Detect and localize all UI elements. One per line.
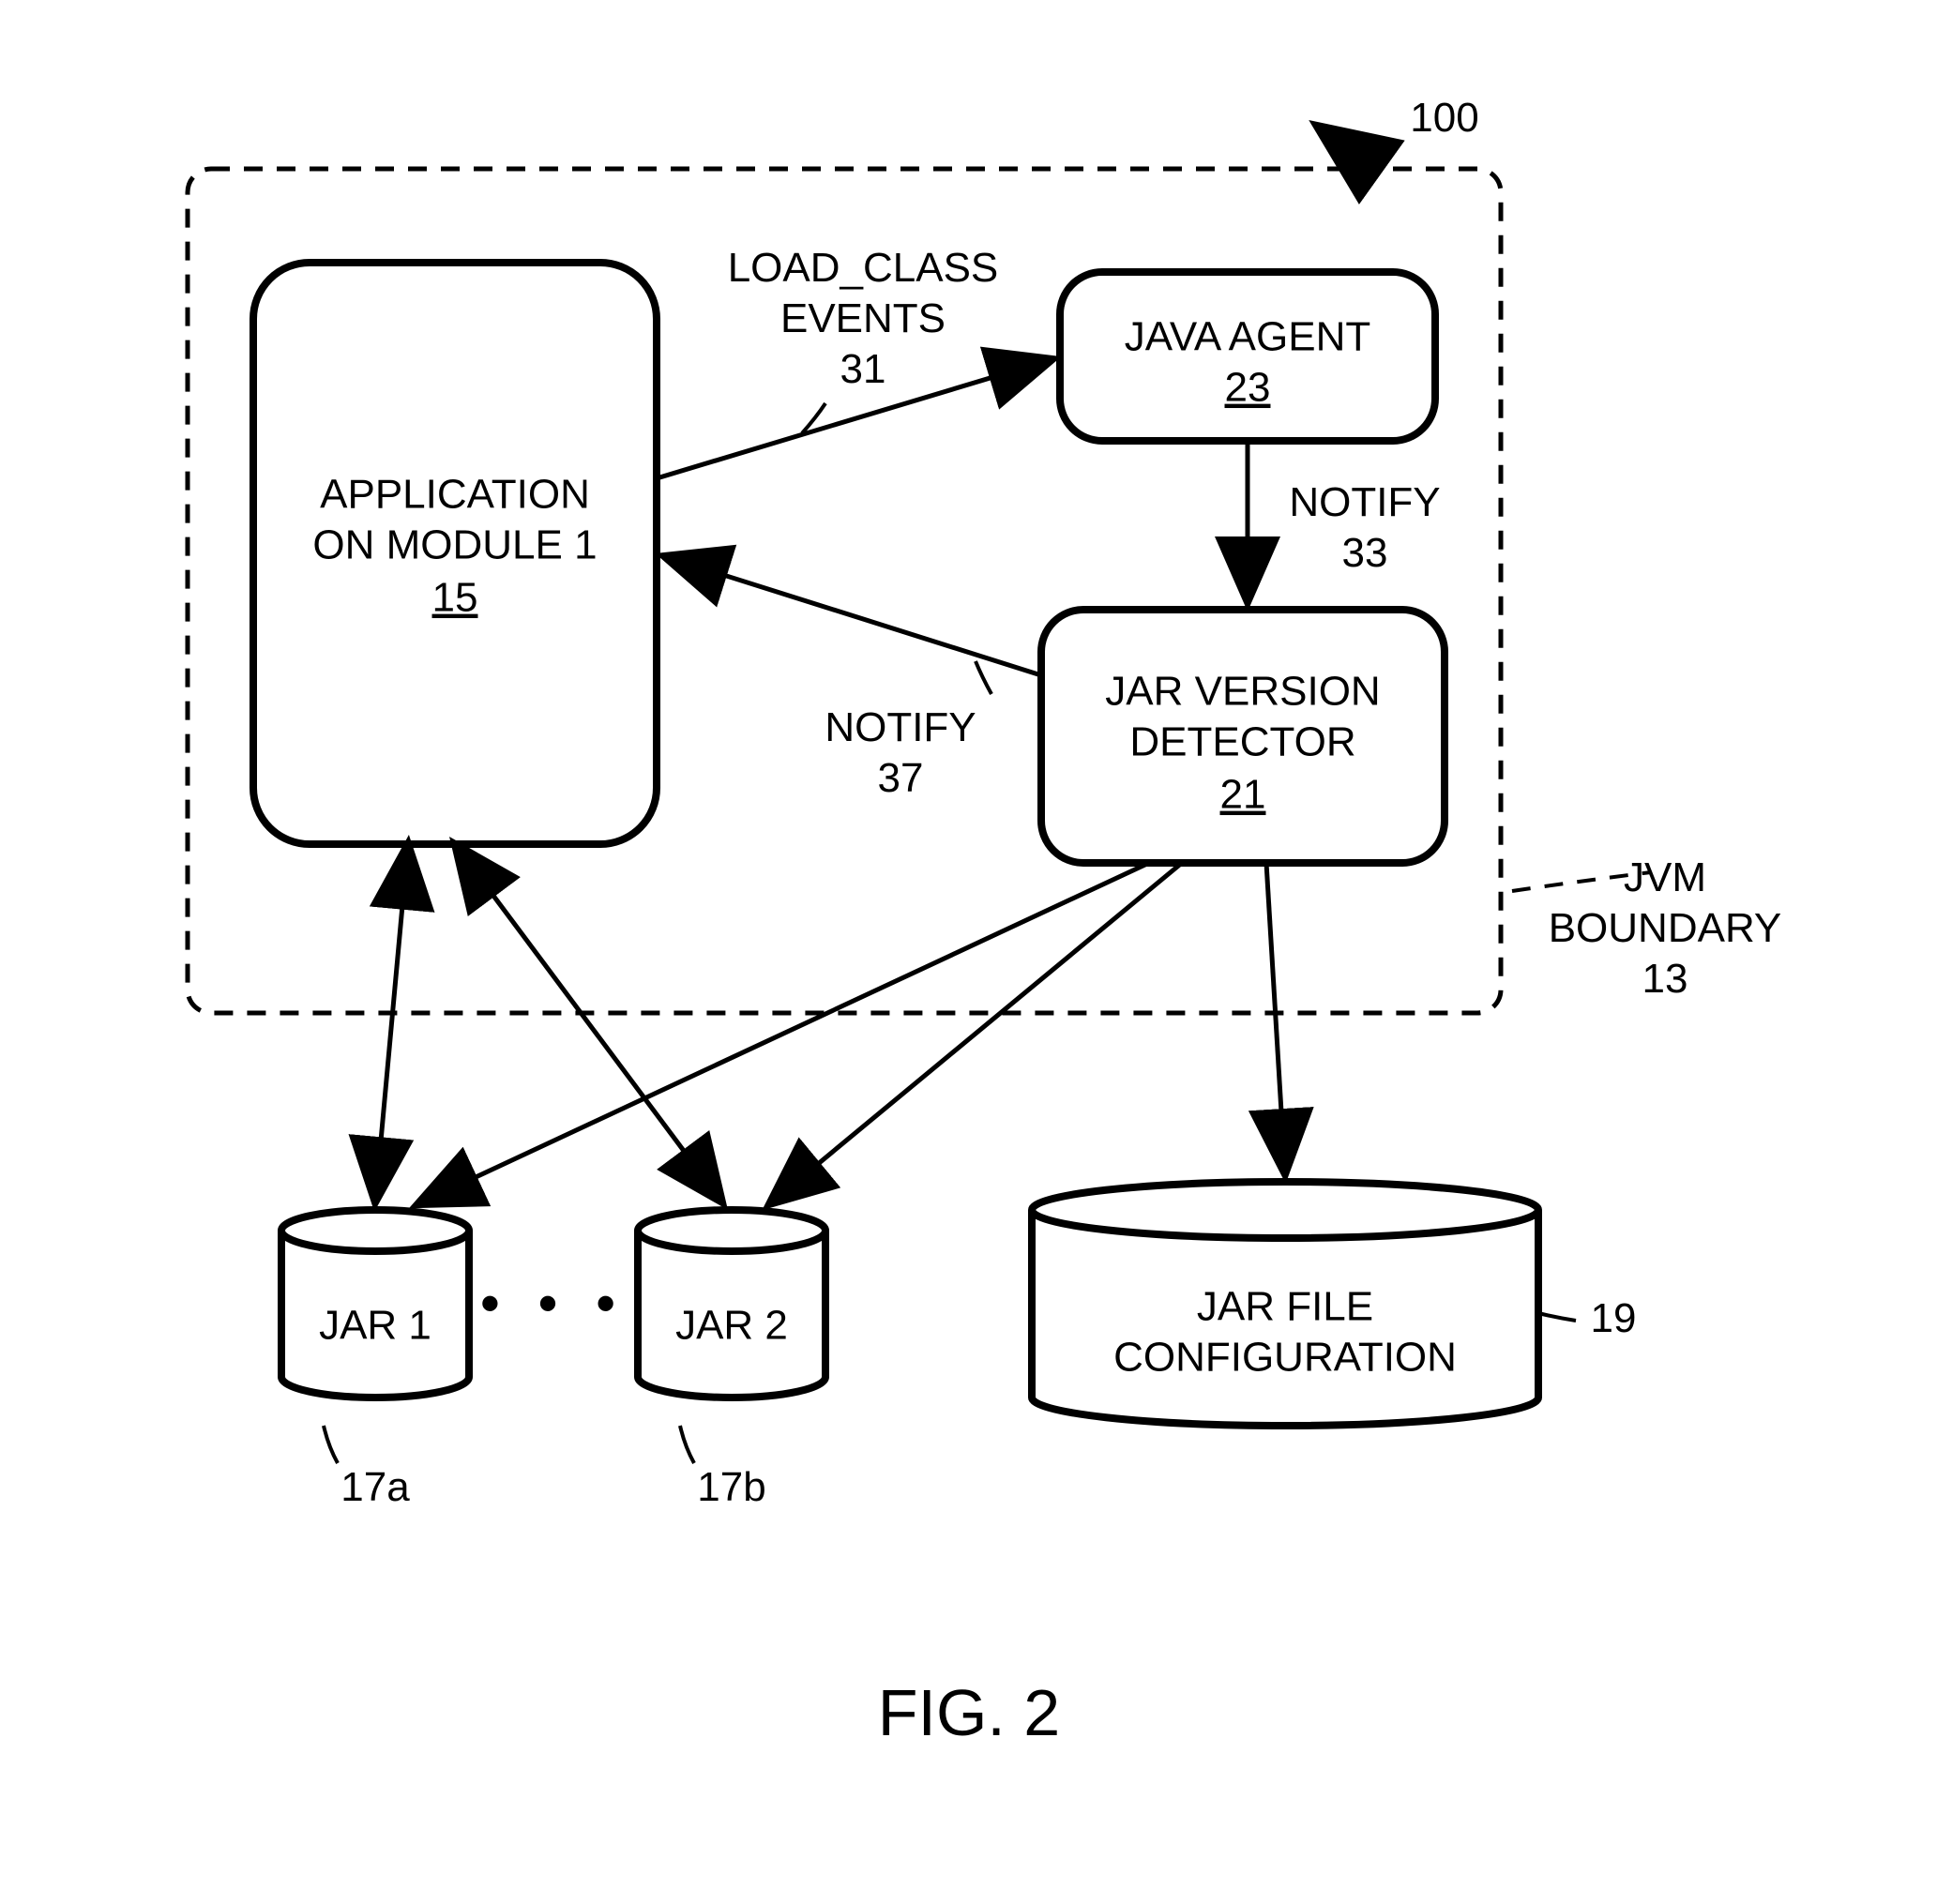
load-class-label2: EVENTS [780,295,946,341]
notify-37-ref: 37 [878,755,924,801]
diagram-container: 100 APPLICATION ON MODULE 1 15 JAVA AGEN… [0,0,1937,1899]
jar1-ref-tick [324,1426,338,1463]
application-ref: 15 [432,575,478,621]
jar-detector-label1: JAR VERSION [1105,669,1380,715]
application-label1: APPLICATION [320,472,590,518]
jar2-label: JAR 2 [675,1303,788,1349]
jvm-boundary-label1: JVM [1624,854,1706,900]
application-label2: ON MODULE 1 [312,522,597,568]
jar2-ref-tick [680,1426,694,1463]
jar1-ref: 17a [340,1464,410,1510]
jar-detector-ref: 21 [1220,772,1266,818]
load-class-label1: LOAD_CLASS [728,245,999,291]
system-100-label: 100 [1410,95,1478,141]
notify-37-label: NOTIFY [825,704,976,750]
jar1-label: JAR 1 [319,1303,431,1349]
load-class-ref: 31 [840,346,886,392]
notify-33-ref: 33 [1342,530,1388,576]
notify-33-label: NOTIFY [1289,479,1440,525]
figure-title: FIG. 2 [878,1676,1060,1749]
jar-config-label1: JAR FILE [1197,1284,1373,1330]
notify-37-arrow [664,556,1041,675]
dots: • • • [480,1272,627,1335]
jar2-ref: 17b [697,1464,765,1510]
jvm-boundary-ref: 13 [1642,956,1688,1002]
app-to-jar1-arrow [375,844,408,1202]
jar-detector-label2: DETECTOR [1129,719,1355,765]
system-100-arrow [1318,127,1384,164]
notify-37-tick [976,661,991,694]
detector-to-jar2-arrow [769,863,1182,1204]
jar-config-label2: CONFIGURATION [1113,1335,1457,1381]
app-to-jar2-arrow [455,844,722,1202]
jvm-boundary-label2: BOUNDARY [1549,905,1782,951]
java-agent-ref: 23 [1225,365,1271,411]
java-agent-label: JAVA AGENT [1125,314,1370,360]
detector-to-jar1-arrow [417,863,1149,1204]
jar-config-ref-tick [1538,1313,1576,1321]
diagram-svg: 100 APPLICATION ON MODULE 1 15 JAVA AGEN… [0,0,1937,1899]
jar-config-ref: 19 [1591,1295,1637,1341]
detector-to-config-arrow [1266,863,1285,1174]
